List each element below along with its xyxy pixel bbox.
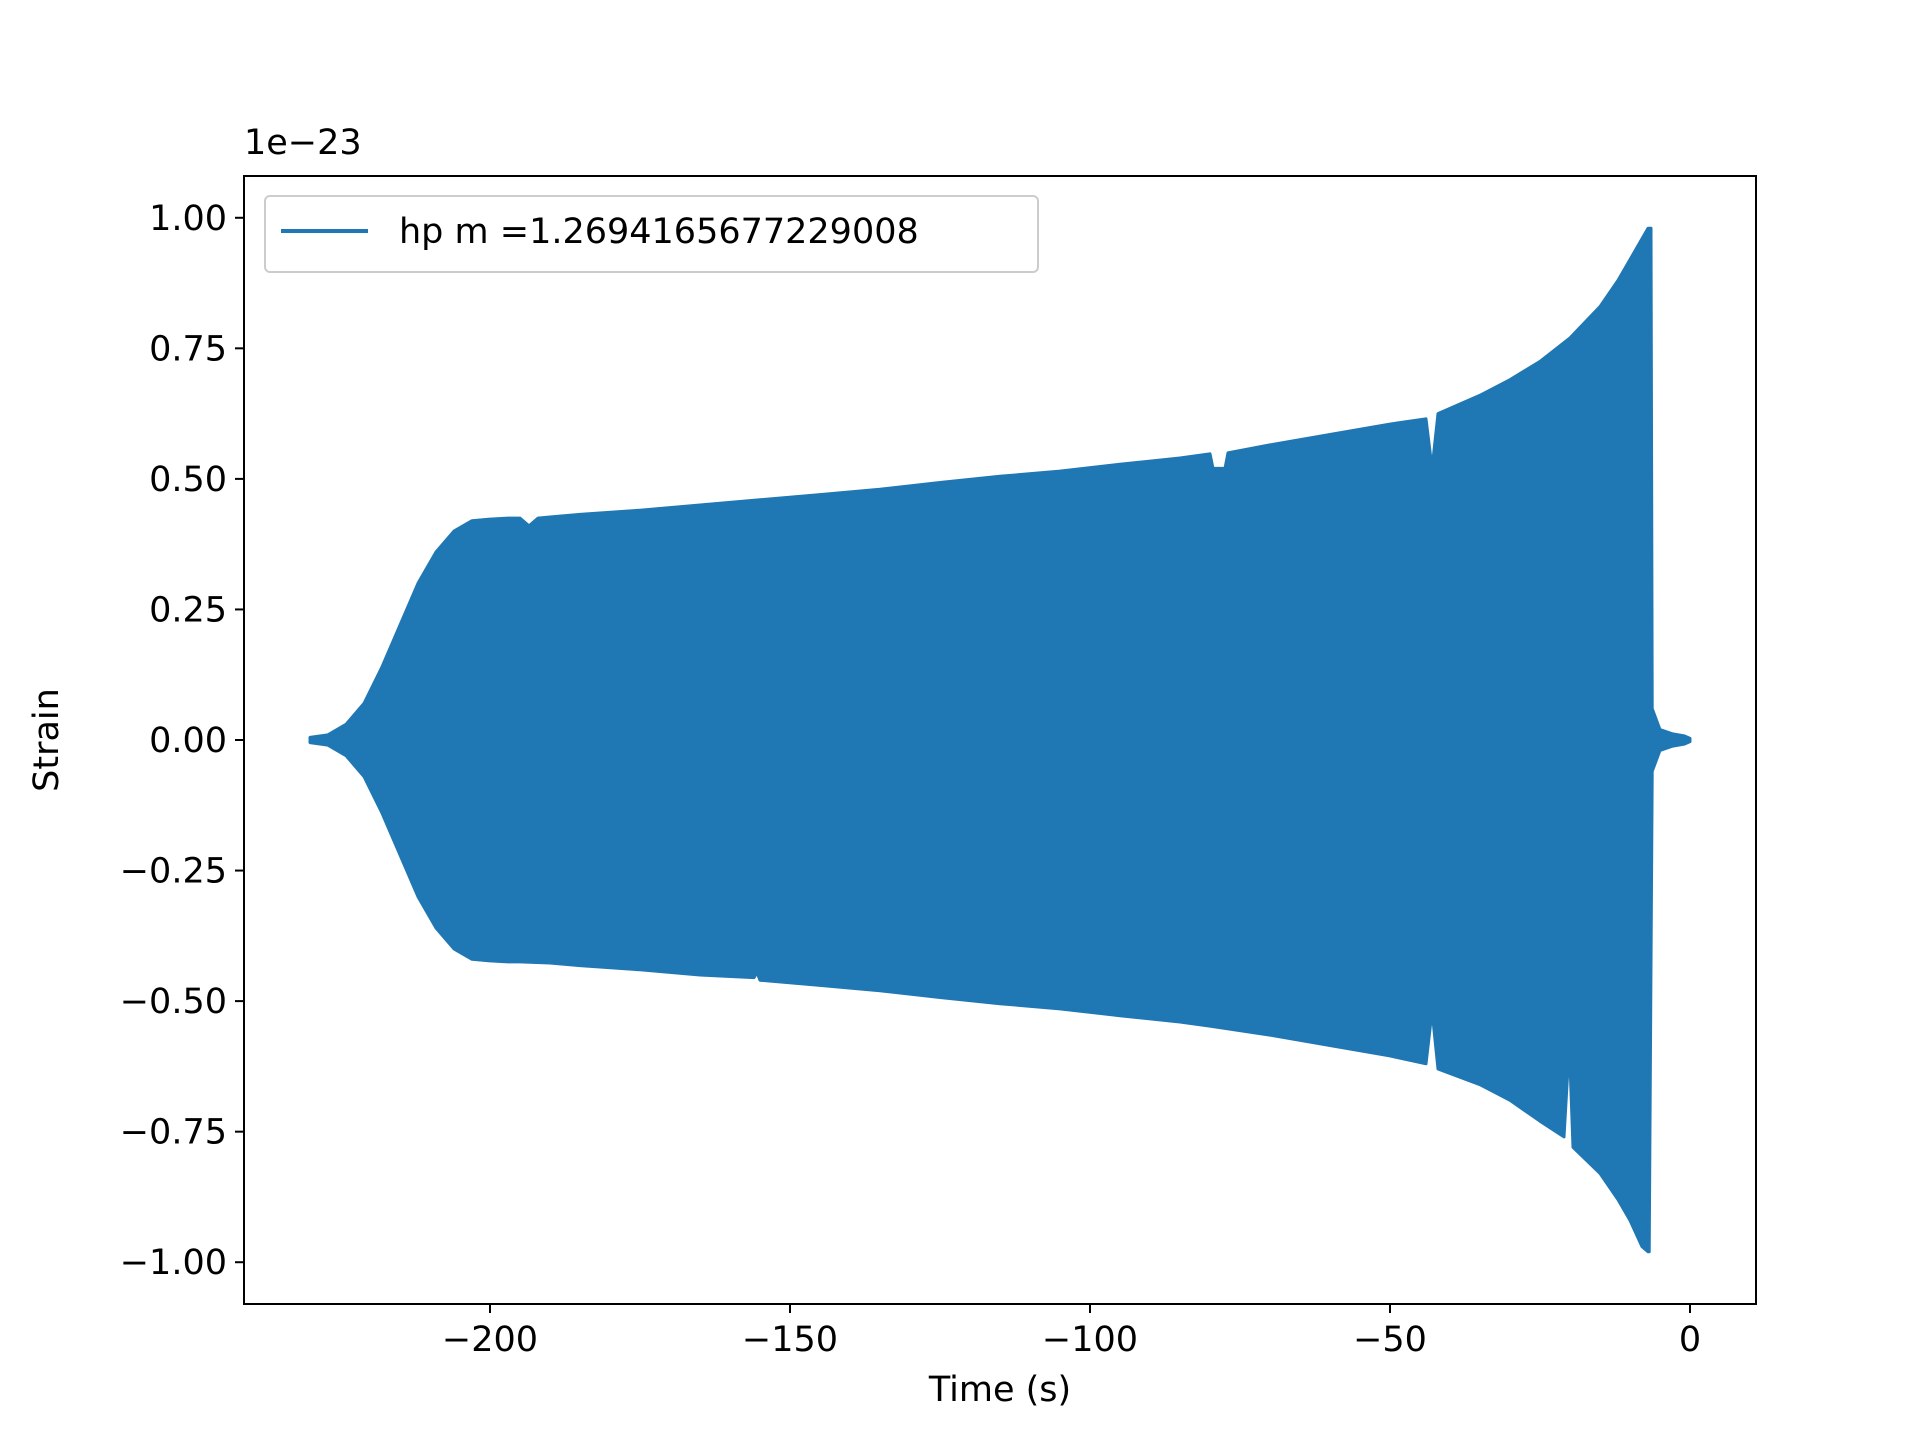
x-tick-label: 0 — [1679, 1320, 1701, 1360]
y-axis-label: Strain — [27, 688, 67, 792]
x-tick-label: −150 — [742, 1320, 838, 1360]
y-tick-label: 0.25 — [149, 590, 227, 630]
legend: hp m =1.2694165677229008 — [264, 195, 1039, 273]
y-tick-label: 0.00 — [149, 721, 227, 761]
plot-area — [308, 226, 1692, 1254]
x-tick-label: −50 — [1353, 1320, 1427, 1360]
legend-label: hp m =1.2694165677229008 — [399, 212, 919, 252]
y-tick-label: −0.50 — [120, 982, 227, 1022]
legend-box — [264, 195, 1039, 273]
y-axis: 1.00 0.75 0.50 0.25 0.00 −0.25 −0.50 −0.75 −1.00 — [120, 199, 244, 1283]
y-tick-label: 1.00 — [149, 199, 227, 239]
x-axis: −200 −150 −100 −50 0 — [442, 1304, 1701, 1360]
y-tick-label: −1.00 — [120, 1243, 227, 1283]
y-tick-label: −0.25 — [120, 852, 227, 892]
waveform-series — [308, 226, 1692, 1254]
x-tick-label: −200 — [442, 1320, 538, 1360]
x-axis-label: Time (s) — [928, 1370, 1071, 1410]
y-tick-label: 0.50 — [149, 460, 227, 500]
y-tick-label: −0.75 — [120, 1113, 227, 1153]
y-tick-label: 0.75 — [149, 329, 227, 369]
y-offset-text: 1e−23 — [244, 123, 362, 163]
x-tick-label: −100 — [1042, 1320, 1138, 1360]
